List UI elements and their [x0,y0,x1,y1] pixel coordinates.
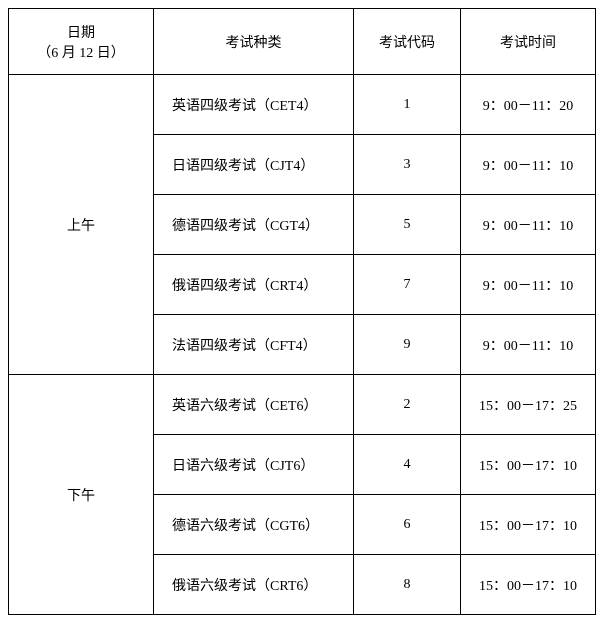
header-code: 考试代码 [354,9,461,75]
header-type: 考试种类 [154,9,354,75]
exam-type: 德语四级考试（CGT4） [154,195,354,255]
exam-code: 1 [354,75,461,135]
exam-type: 日语六级考试（CJT6） [154,435,354,495]
table-header-row: 日期 （6 月 12 日） 考试种类 考试代码 考试时间 [9,9,596,75]
header-time: 考试时间 [461,9,596,75]
session-morning: 上午 [9,75,154,375]
exam-code: 4 [354,435,461,495]
session-afternoon: 下午 [9,375,154,615]
exam-time: 15：00－17：10 [461,495,596,555]
exam-type: 俄语六级考试（CRT6） [154,555,354,615]
exam-time: 9：00－11：10 [461,195,596,255]
exam-code: 3 [354,135,461,195]
header-date: 日期 （6 月 12 日） [9,9,154,75]
header-date-line1: 日期 [11,22,151,42]
exam-type: 德语六级考试（CGT6） [154,495,354,555]
exam-time: 9：00－11：10 [461,255,596,315]
exam-type: 法语四级考试（CFT4） [154,315,354,375]
exam-type: 英语四级考试（CET4） [154,75,354,135]
exam-time: 15：00－17：10 [461,555,596,615]
exam-type: 日语四级考试（CJT4） [154,135,354,195]
exam-time: 15：00－17：25 [461,375,596,435]
exam-type: 俄语四级考试（CRT4） [154,255,354,315]
exam-time: 15：00－17：10 [461,435,596,495]
table-row: 上午 英语四级考试（CET4） 1 9：00－11：20 [9,75,596,135]
table-row: 下午 英语六级考试（CET6） 2 15：00－17：25 [9,375,596,435]
exam-time: 9：00－11：20 [461,75,596,135]
exam-code: 8 [354,555,461,615]
exam-time: 9：00－11：10 [461,315,596,375]
exam-code: 9 [354,315,461,375]
exam-code: 5 [354,195,461,255]
exam-time: 9：00－11：10 [461,135,596,195]
exam-type: 英语六级考试（CET6） [154,375,354,435]
header-date-line2: （6 月 12 日） [11,42,151,62]
exam-code: 7 [354,255,461,315]
exam-code: 6 [354,495,461,555]
exam-schedule-table: 日期 （6 月 12 日） 考试种类 考试代码 考试时间 上午 英语四级考试（C… [8,8,596,615]
exam-code: 2 [354,375,461,435]
